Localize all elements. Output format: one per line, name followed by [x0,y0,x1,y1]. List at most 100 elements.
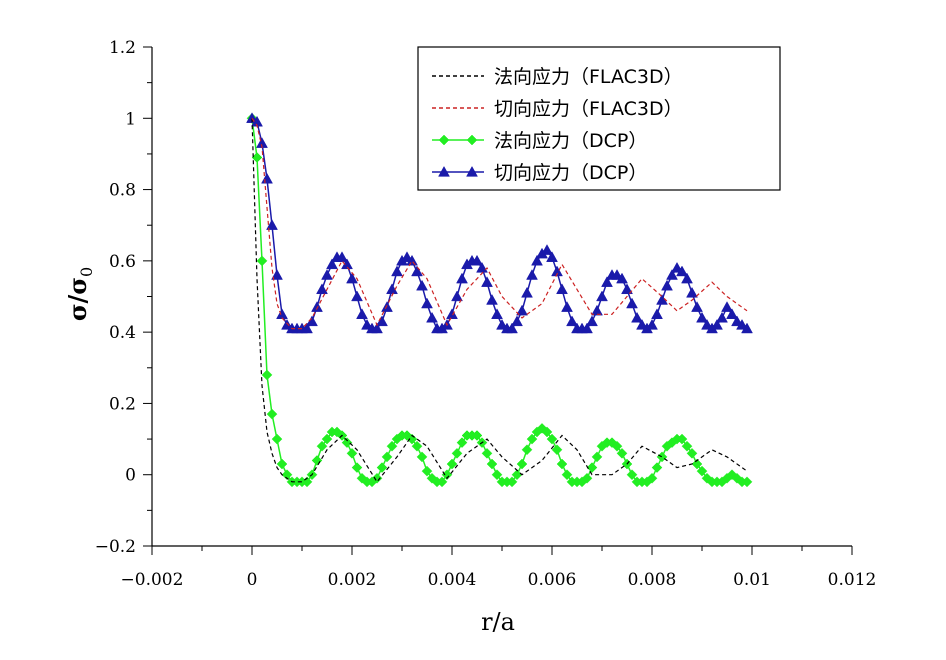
data-point [551,444,563,456]
legend-marker [438,165,450,177]
data-point [311,301,323,312]
data-point [631,311,643,323]
data-point [426,311,438,323]
data-point [491,308,503,319]
data-point [726,308,738,319]
legend-box [417,46,781,191]
y-tick-label: 1.2 [109,38,136,58]
data-point [346,272,358,284]
data-point [591,304,603,316]
series-2 [251,117,748,330]
data-point [381,451,393,463]
y-tick-label: −0.2 [95,537,136,557]
data-point [386,440,398,452]
data-point [481,447,493,459]
data-point [651,462,663,473]
x-tick-label: 0.008 [628,570,677,590]
data-point [391,265,403,277]
data-point [436,476,448,488]
data-point [446,308,458,319]
data-point [586,462,598,473]
data-point [411,440,423,452]
data-point [276,458,288,470]
data-point [546,433,558,445]
data-point [556,458,568,470]
data-point [506,476,518,488]
x-tick-label: 0.01 [733,570,771,590]
data-point [271,433,283,445]
y-axis-label: σ/σ0 [63,267,96,321]
data-point [696,311,708,323]
data-point [451,290,463,302]
data-point [516,304,528,316]
data-point [646,472,658,484]
x-axis-label: r/a [481,608,515,636]
data-point [311,455,323,466]
data-point [321,269,333,280]
data-point [551,265,563,277]
data-point [531,254,543,266]
series-3 [246,112,753,488]
data-point [686,447,698,459]
data-point [376,462,388,473]
data-point [521,444,533,456]
y-axis-label-main: σ/σ [63,277,92,321]
data-point [411,265,423,277]
data-point [481,276,493,287]
y-tick-label: 0.2 [109,394,136,414]
data-point [266,408,278,420]
data-point [371,472,383,484]
data-point [686,286,698,298]
data-point [486,294,498,305]
data-point [456,437,468,448]
data-point [691,458,703,470]
legend-entry: 切向应力（FLAC3D） [432,98,683,120]
data-point [351,290,363,302]
legend-entry: 法向应力（FLAC3D） [432,66,683,88]
data-point [526,433,538,445]
data-point [526,269,538,280]
y-tick-label: 0 [125,466,136,486]
data-point [521,286,533,298]
legend-label: 切向应力（DCP） [494,162,647,184]
data-point [681,440,693,452]
legend-marker [438,134,450,146]
legend-label: 法向应力（DCP） [494,130,647,152]
data-point [456,272,468,284]
data-point [616,447,628,459]
data-point [506,322,518,334]
data-point [511,315,523,327]
data-point [491,469,503,481]
y-tick-label: 0.8 [109,181,136,201]
data-point [621,283,633,295]
data-point [681,272,693,284]
data-point [336,251,348,262]
data-point [321,433,333,445]
legend-marker [466,165,478,177]
data-point [626,469,638,481]
data-point [611,440,623,452]
data-point [421,465,433,477]
data-point [446,458,458,470]
data-point [626,297,638,309]
x-tick-label: 0.012 [828,570,877,590]
data-point [416,451,428,463]
series-1 [251,118,748,483]
data-point [696,465,708,477]
legend-entry: 法向应力（DCP） [432,130,647,152]
data-point [656,451,668,463]
legend-label: 法向应力（FLAC3D） [494,66,683,88]
data-point [581,472,593,484]
legend: 法向应力（FLAC3D） 切向应力（FLAC3D） 法向应力（DCP） 切向应力（DC… [417,46,781,191]
x-tick-label: −0.002 [121,570,184,590]
data-point [261,369,273,381]
data-point [591,451,603,463]
x-tick-label: 0 [247,570,258,590]
legend-marker [466,134,478,146]
data-point [261,172,273,184]
data-point [281,469,293,481]
data-point [341,437,353,448]
y-tick-label: 0.4 [109,323,136,343]
data-point [306,315,318,327]
data-point [676,265,688,277]
